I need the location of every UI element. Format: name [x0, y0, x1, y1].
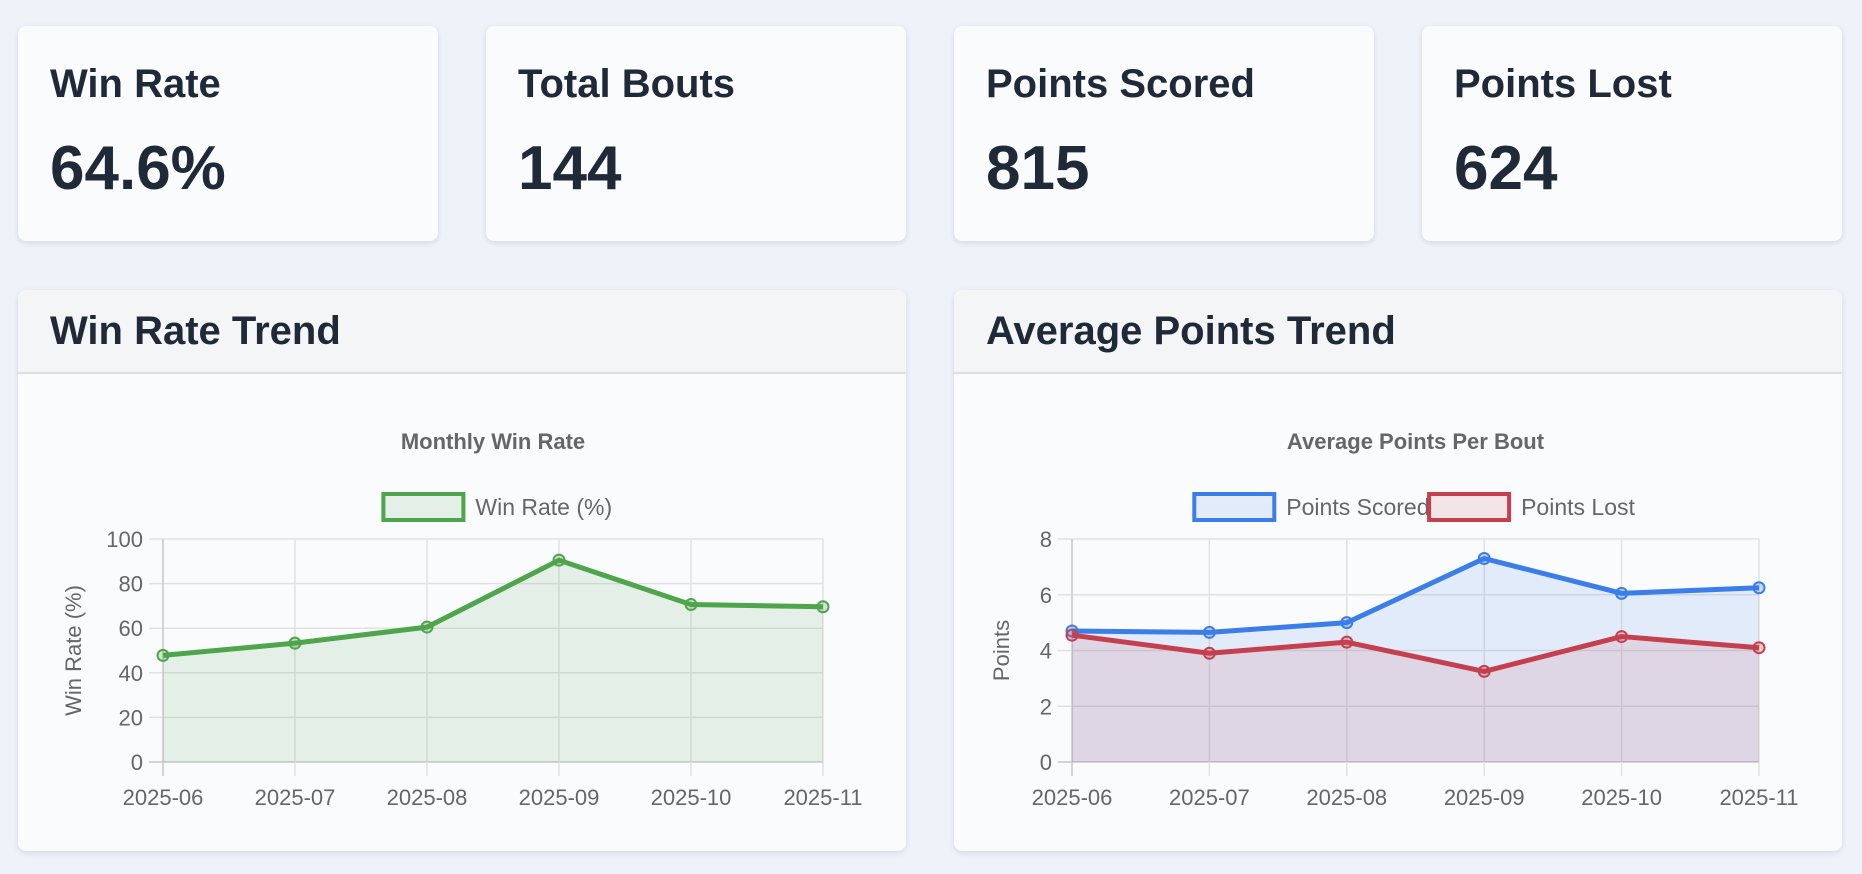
stat-card-total-bouts: Total Bouts 144 [486, 26, 906, 241]
stat-card-win-rate: Win Rate 64.6% [18, 26, 438, 241]
stat-label: Points Lost [1454, 62, 1672, 106]
y-axis-label: Win Rate (%) [61, 585, 86, 716]
point-points-lost [1752, 641, 1766, 655]
stat-value: 144 [518, 134, 622, 203]
x-tick-label: 2025-07 [1169, 785, 1250, 810]
point-points-lost [1615, 630, 1629, 644]
legend-label-points-scored: Points Scored [1286, 494, 1429, 520]
y-tick-label: 8 [1040, 527, 1052, 552]
x-tick-label: 2025-06 [123, 785, 204, 810]
area-points-lost [1072, 635, 1759, 762]
area-win-rate [163, 560, 823, 762]
chart-title: Monthly Win Rate [401, 429, 585, 454]
legend-swatch-points-lost [1427, 492, 1512, 522]
y-tick-label: 80 [119, 572, 143, 597]
stat-value: 624 [1454, 134, 1558, 203]
y-tick-label: 0 [1040, 750, 1052, 775]
y-tick-label: 60 [119, 616, 143, 641]
stat-value: 64.6% [50, 134, 226, 203]
stat-value: 815 [986, 134, 1090, 203]
win-rate-trend-panel: Win Rate Trend Monthly Win Rate Win Rate … [18, 290, 906, 851]
point-points-scored [1202, 625, 1216, 639]
x-tick-label: 2025-07 [255, 785, 336, 810]
panel-header: Average Points Trend [954, 290, 1842, 374]
point-points-lost [1477, 664, 1491, 678]
point-win-rate [288, 636, 302, 650]
panel-title: Win Rate Trend [50, 308, 341, 353]
y-tick-label: 100 [106, 527, 143, 552]
x-tick-label: 2025-08 [1306, 785, 1387, 810]
y-tick-label: 4 [1040, 639, 1052, 664]
panel-header: Win Rate Trend [18, 290, 906, 374]
line-win-rate [162, 557, 824, 658]
y-axis-label: Points [989, 620, 1014, 681]
point-points-scored [1340, 616, 1354, 630]
y-tick-label: 0 [131, 750, 143, 775]
point-points-scored [1477, 552, 1491, 566]
y-tick-label: 6 [1040, 583, 1052, 608]
line-points-scored [1071, 556, 1760, 635]
stat-label: Total Bouts [518, 62, 736, 106]
point-points-lost [1202, 646, 1216, 660]
legend-swatch-win-rate [381, 492, 466, 522]
x-tick-label: 2025-08 [387, 785, 468, 810]
point-win-rate [420, 620, 434, 634]
x-tick-label: 2025-11 [783, 785, 862, 810]
point-points-scored [1615, 586, 1629, 600]
average-points-trend-panel: Average Points Trend Average Points Per … [954, 290, 1842, 851]
average-points-chart: Average Points Per Bout Points Scored Poin… [989, 429, 1799, 810]
y-tick-label: 20 [119, 705, 143, 730]
chart-title: Average Points Per Bout [1287, 429, 1545, 454]
y-tick-label: 40 [119, 661, 143, 686]
win-rate-chart: Monthly Win Rate Win Rate (%) 0 20 40 60 80 100… [61, 429, 863, 810]
point-points-lost [1340, 635, 1354, 649]
legend-label-points-lost: Points Lost [1521, 494, 1635, 520]
x-tick-label: 2025-11 [1719, 785, 1798, 810]
y-tick-label: 2 [1040, 694, 1052, 719]
point-win-rate [552, 553, 566, 567]
x-tick-label: 2025-06 [1032, 785, 1113, 810]
stat-card-points-scored: Points Scored 815 [954, 26, 1374, 241]
x-tick-label: 2025-10 [651, 785, 732, 810]
x-tick-label: 2025-09 [519, 785, 600, 810]
panel-title: Average Points Trend [986, 308, 1396, 353]
point-points-lost [1065, 628, 1079, 642]
area-points-scored [1072, 558, 1759, 762]
point-win-rate [816, 600, 830, 614]
point-win-rate [156, 648, 170, 662]
stat-label: Points Scored [986, 62, 1255, 106]
x-tick-label: 2025-09 [1444, 785, 1525, 810]
legend-swatch-points-scored [1192, 492, 1277, 522]
line-points-lost [1071, 632, 1760, 674]
stat-card-points-lost: Points Lost 624 [1422, 26, 1842, 241]
stat-label: Win Rate [50, 62, 221, 106]
legend-label-win-rate: Win Rate (%) [475, 494, 612, 520]
point-points-scored [1752, 581, 1766, 595]
x-tick-label: 2025-10 [1581, 785, 1662, 810]
point-win-rate [684, 598, 698, 612]
